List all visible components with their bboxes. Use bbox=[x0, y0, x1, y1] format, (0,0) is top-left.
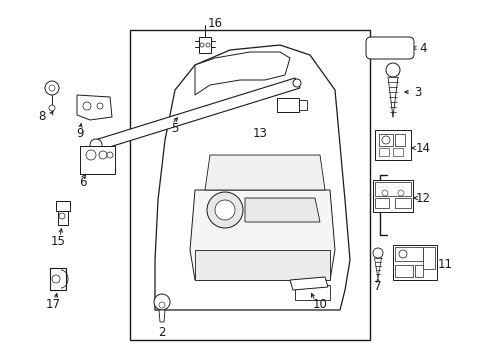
Polygon shape bbox=[294, 285, 329, 300]
Text: 17: 17 bbox=[45, 297, 61, 310]
Circle shape bbox=[292, 79, 301, 87]
Polygon shape bbox=[204, 155, 325, 190]
Circle shape bbox=[398, 250, 406, 258]
Circle shape bbox=[49, 105, 55, 111]
Text: 11: 11 bbox=[437, 258, 451, 271]
Text: 4: 4 bbox=[418, 41, 426, 54]
Circle shape bbox=[372, 248, 382, 258]
Bar bbox=[394, 247, 422, 261]
Text: 16: 16 bbox=[207, 17, 222, 30]
Bar bbox=[130, 30, 369, 340]
Bar bbox=[394, 198, 410, 208]
Bar bbox=[378, 134, 392, 146]
Polygon shape bbox=[155, 45, 349, 310]
Bar bbox=[276, 98, 298, 112]
Polygon shape bbox=[95, 78, 299, 150]
Bar bbox=[392, 148, 402, 156]
Circle shape bbox=[99, 151, 107, 159]
Bar bbox=[50, 268, 66, 290]
Bar bbox=[374, 198, 388, 208]
Polygon shape bbox=[195, 52, 289, 95]
Text: 14: 14 bbox=[415, 141, 429, 154]
Polygon shape bbox=[289, 277, 327, 290]
Text: 5: 5 bbox=[171, 122, 178, 135]
Circle shape bbox=[205, 43, 209, 47]
Bar bbox=[298, 100, 306, 110]
Circle shape bbox=[381, 136, 389, 144]
Bar bbox=[80, 146, 115, 174]
Bar bbox=[394, 265, 412, 277]
Bar bbox=[374, 130, 410, 160]
Polygon shape bbox=[190, 190, 334, 280]
Circle shape bbox=[107, 152, 113, 158]
Text: 1: 1 bbox=[397, 198, 405, 212]
Polygon shape bbox=[159, 310, 164, 322]
Bar bbox=[56, 201, 70, 211]
Circle shape bbox=[385, 63, 399, 77]
Bar bbox=[422, 247, 434, 269]
Text: 7: 7 bbox=[373, 280, 381, 293]
Text: 2: 2 bbox=[158, 325, 165, 338]
Circle shape bbox=[154, 294, 170, 310]
Text: 9: 9 bbox=[76, 126, 83, 140]
Bar bbox=[392, 245, 436, 280]
Circle shape bbox=[206, 192, 243, 228]
Text: 6: 6 bbox=[79, 176, 86, 189]
Circle shape bbox=[97, 103, 103, 109]
Circle shape bbox=[381, 190, 387, 196]
Circle shape bbox=[86, 150, 96, 160]
Bar bbox=[394, 134, 404, 146]
Text: 12: 12 bbox=[415, 192, 429, 204]
Circle shape bbox=[59, 213, 65, 219]
Polygon shape bbox=[77, 95, 112, 120]
Bar bbox=[374, 182, 410, 196]
Bar bbox=[378, 148, 388, 156]
Polygon shape bbox=[244, 198, 319, 222]
Circle shape bbox=[49, 85, 55, 91]
Bar bbox=[372, 180, 412, 212]
Bar bbox=[58, 211, 68, 225]
Circle shape bbox=[215, 200, 235, 220]
Bar bbox=[199, 37, 210, 53]
Polygon shape bbox=[195, 250, 329, 280]
Circle shape bbox=[83, 102, 91, 110]
Text: 10: 10 bbox=[312, 298, 327, 311]
Text: 3: 3 bbox=[413, 86, 421, 99]
Bar bbox=[414, 265, 422, 277]
Text: 15: 15 bbox=[50, 234, 65, 248]
FancyBboxPatch shape bbox=[365, 37, 413, 59]
Circle shape bbox=[159, 302, 164, 308]
Circle shape bbox=[90, 139, 102, 151]
Circle shape bbox=[200, 43, 203, 47]
Text: 8: 8 bbox=[38, 109, 45, 122]
Text: 13: 13 bbox=[252, 126, 267, 140]
Circle shape bbox=[397, 190, 403, 196]
Circle shape bbox=[52, 275, 60, 283]
Circle shape bbox=[45, 81, 59, 95]
